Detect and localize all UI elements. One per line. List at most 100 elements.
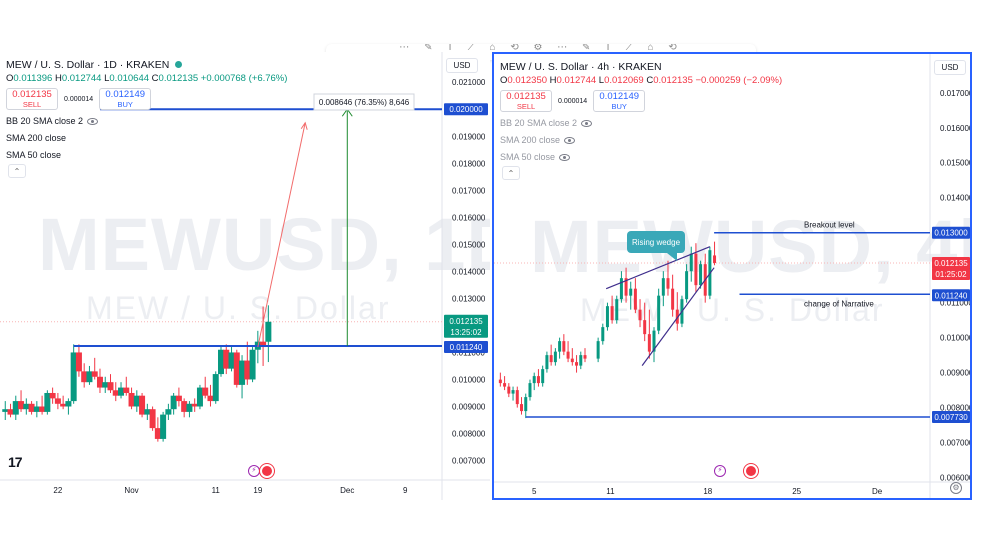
time-tick-label: 5 (532, 487, 537, 496)
narrative-price-tag: 0.011240 (935, 291, 968, 300)
tradingview-logo[interactable]: 17 (8, 454, 23, 470)
sell-label: SELL (22, 100, 42, 109)
price-tick-label: 0.009000 (940, 369, 972, 378)
trade-buttons: 0.012135 SELL 0.000014 0.012149 BUY (6, 88, 152, 110)
candle-body (689, 253, 693, 272)
indicator-sma50[interactable]: SMA 50 close (500, 152, 571, 162)
candle-body (2, 409, 9, 412)
candle-body (549, 355, 553, 363)
buy-button[interactable]: 0.012149 BUY (99, 88, 152, 110)
indicator-bb[interactable]: BB 20 SMA close 2 (6, 116, 99, 126)
candle-body (18, 401, 25, 410)
price-tick-label: 0.018000 (452, 159, 486, 168)
candle-body (23, 403, 30, 410)
collapse-legend-button[interactable]: ⌃ (8, 164, 26, 178)
buy-label: BUY (117, 100, 133, 109)
time-tick-label: 11 (212, 486, 221, 495)
candle-body (28, 403, 35, 412)
candle-body (223, 349, 230, 369)
price-tick-label: 0.013000 (452, 294, 486, 303)
eye-icon[interactable] (581, 119, 593, 127)
sell-button[interactable]: 0.012135 SELL (6, 88, 58, 110)
breakout-price-tag-bg (932, 226, 970, 239)
candle-body (532, 376, 536, 384)
candle-body (81, 371, 88, 383)
candle-body (191, 403, 198, 407)
candle-body (545, 355, 549, 370)
candle-body (49, 392, 56, 399)
left-chart-canvas[interactable]: 0.0070000.0080000.0090000.0100000.011000… (0, 52, 490, 500)
candle-body (624, 278, 628, 296)
candle-body (528, 383, 532, 398)
gear-icon[interactable]: ⚙ (950, 482, 962, 494)
trade-buttons: 0.012135 SELL 0.000014 0.012149 BUY (500, 90, 646, 112)
symbol-title[interactable]: MEW / U. S. Dollar · 1D · KRAKEN (6, 59, 170, 71)
buy-button[interactable]: 0.012149 BUY (593, 90, 646, 112)
indicator-bb[interactable]: BB 20 SMA close 2 (500, 118, 593, 128)
eye-icon[interactable] (564, 136, 576, 144)
last-price-tag: 0.012135 (934, 259, 968, 268)
candle-body (536, 376, 540, 384)
candle-body (652, 330, 656, 352)
candle-body (133, 395, 140, 407)
price-tick-label: 0.015000 (452, 240, 486, 249)
high-label: H (54, 73, 62, 84)
right-chart-canvas[interactable]: 0.006000 0.007000 0.008000 0.009000 0.010000… (494, 54, 970, 498)
indicator-label: BB 20 SMA close 2 (6, 116, 84, 126)
candle-body (671, 288, 675, 310)
time-tick-label: 22 (53, 486, 62, 495)
flag-icon[interactable] (260, 464, 274, 478)
eye-icon[interactable] (559, 153, 571, 161)
candle-body (699, 264, 703, 286)
time-tick-label: 9 (403, 486, 408, 495)
right-legend: MEW / U. S. Dollar · 4h · KRAKEN O0.0123… (500, 60, 782, 88)
time-tick-label: Nov (124, 486, 138, 495)
currency-selector[interactable]: USD (934, 60, 966, 75)
open-value: 0.012350 (507, 75, 548, 86)
price-tick-label: 0.010000 (452, 375, 486, 384)
flag-icon[interactable] (744, 464, 758, 478)
candle-body (515, 390, 519, 405)
target-price-tag-bg (444, 103, 488, 116)
price-tick-label: 0.021000 (452, 78, 486, 87)
flash-icon[interactable]: ⚡ (714, 465, 726, 477)
last-price-tag: 0.012135 (449, 317, 483, 326)
indicator-sma50[interactable]: SMA 50 close (6, 150, 61, 160)
indicator-sma200[interactable]: SMA 200 close (500, 135, 576, 145)
wedge-upper-line (605, 246, 711, 290)
open-label: O (500, 75, 508, 86)
price-tick-label: 0.009000 (452, 402, 486, 411)
last-price-tag-bg (932, 256, 970, 269)
high-value: 0.012744 (556, 75, 597, 86)
price-tick-label: 0.016000 (940, 124, 972, 133)
indicator-label: SMA 200 close (500, 135, 561, 145)
candle-body (596, 341, 600, 359)
sell-price: 0.012135 (12, 89, 52, 100)
candle-body (575, 362, 579, 366)
low-label: L (598, 75, 605, 86)
low-price-tag-bg (932, 411, 970, 424)
ohlc-readout: O0.011396 H0.012744 L0.010644 C0.012135 … (6, 72, 287, 86)
flash-icon[interactable]: ⚡ (248, 465, 260, 477)
candle-body (107, 382, 114, 391)
candle-body (44, 392, 51, 412)
countdown-tag-bg (444, 325, 488, 338)
sell-button[interactable]: 0.012135 SELL (500, 90, 552, 112)
currency-selector[interactable]: USD (446, 58, 478, 73)
candle-body (558, 341, 562, 352)
candle-body (260, 341, 267, 348)
candle-body (139, 395, 146, 415)
symbol-title[interactable]: MEW / U. S. Dollar · 4h · KRAKEN (500, 61, 662, 73)
candle-body (118, 387, 125, 396)
candle-body (207, 395, 214, 402)
time-tick-label: 19 (253, 486, 262, 495)
candle-body (170, 395, 177, 410)
eye-icon[interactable] (87, 117, 99, 125)
right-chart-panel: MEWUSD, 4h MEW / U. S. Dollar 0.006000 0.… (492, 52, 972, 500)
indicator-sma200[interactable]: SMA 200 close (6, 133, 66, 143)
collapse-legend-button[interactable]: ⌃ (502, 166, 520, 180)
candle-body (633, 288, 637, 310)
narrative-price-tag-bg (932, 289, 970, 302)
rising-wedge-callout: Rising wedge (632, 238, 681, 247)
candle-body (75, 352, 82, 372)
